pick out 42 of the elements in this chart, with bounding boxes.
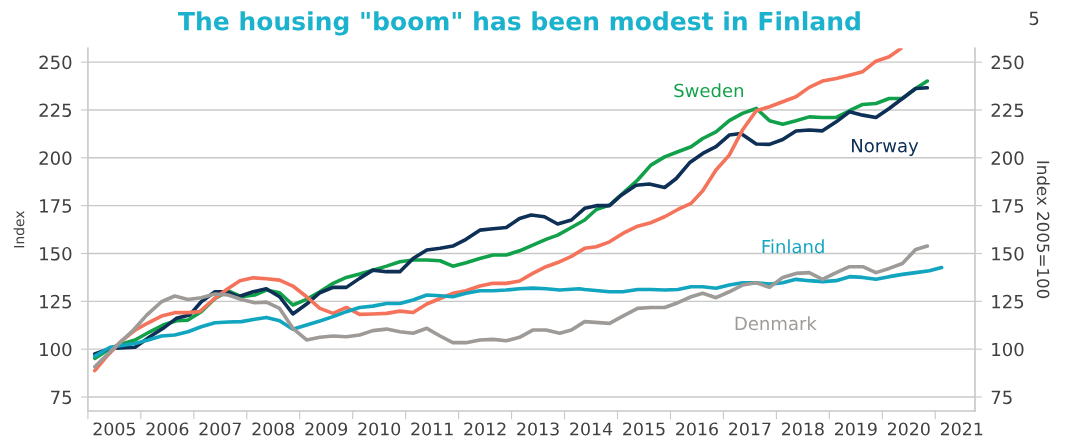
y-tick-label: 150 <box>40 246 72 261</box>
x-tick-label: 2011 <box>411 422 453 436</box>
series-label: Denmark <box>735 316 817 331</box>
x-tick-label: 2020 <box>887 422 930 436</box>
y-tick-label: 250 <box>39 55 72 70</box>
x-tick-label: 2021 <box>940 422 983 436</box>
x-tick-label: 2013 <box>517 422 559 436</box>
x-tick-label: 2019 <box>835 422 877 436</box>
x-tick-label: 2010 <box>358 422 401 436</box>
y2-tick-label: 125 <box>992 294 1024 309</box>
x-tick-label: 2006 <box>146 422 189 436</box>
series-label: Sweden <box>674 83 743 98</box>
y-axis-title: Index <box>13 210 25 248</box>
x-tick-label: 2016 <box>676 422 718 436</box>
x-tick-label: 2012 <box>464 422 506 436</box>
y-tick-label: 200 <box>39 151 72 165</box>
y2-tick-label: 175 <box>992 199 1024 213</box>
x-tick-label: 2015 <box>623 422 665 436</box>
y-tick-label: 175 <box>40 199 72 213</box>
y2-tick-label: 250 <box>991 55 1024 70</box>
chart-title: The housing "boom" has been modest in Finland <box>178 11 860 36</box>
y2-tick-label: 225 <box>991 103 1024 118</box>
y-tick-label: 100 <box>40 342 72 357</box>
series-label: Finland <box>762 239 824 254</box>
y2-tick-label: 150 <box>992 246 1024 261</box>
y2-tick-label: 200 <box>991 151 1024 165</box>
line-series <box>92 265 944 358</box>
y-tick-label: 225 <box>39 103 72 118</box>
x-tick-label: 2014 <box>570 422 613 436</box>
y-tick-label: 125 <box>40 294 72 309</box>
y2-axis-title: Index 2005=100 <box>1036 161 1050 299</box>
y2-tick-label: 100 <box>992 342 1024 357</box>
x-tick-label: 2005 <box>93 422 135 436</box>
text: 5 <box>1029 11 1039 26</box>
x-tick-label: 2018 <box>782 422 824 436</box>
x-tick-label: 2008 <box>252 422 295 436</box>
x-tick-label: 2007 <box>199 422 241 436</box>
y-tick-label: 75 <box>51 390 72 405</box>
x-tick-label: 2017 <box>729 422 771 436</box>
x-tick-label: 2009 <box>305 422 348 436</box>
y2-tick-label: 75 <box>991 390 1012 405</box>
series-label: Norway <box>852 139 919 156</box>
